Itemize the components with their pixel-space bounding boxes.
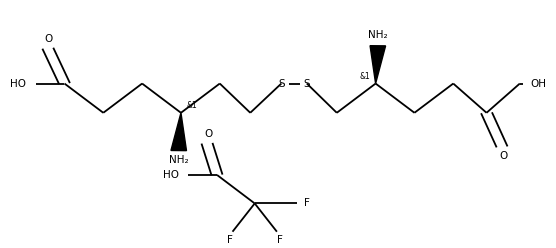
Text: O: O — [499, 151, 507, 161]
Text: F: F — [277, 235, 282, 245]
Polygon shape — [171, 113, 186, 151]
Text: S: S — [278, 79, 285, 89]
Text: OH: OH — [530, 79, 547, 89]
Text: S: S — [304, 79, 310, 89]
Text: NH₂: NH₂ — [169, 155, 188, 165]
Text: &1: &1 — [186, 101, 197, 110]
Text: HO: HO — [163, 170, 179, 180]
Text: HO: HO — [10, 79, 26, 89]
Text: NH₂: NH₂ — [368, 30, 388, 40]
Text: &1: &1 — [359, 72, 370, 81]
Text: F: F — [304, 198, 310, 208]
Polygon shape — [370, 46, 386, 84]
Text: O: O — [45, 34, 53, 44]
Text: F: F — [227, 235, 233, 245]
Text: O: O — [204, 129, 212, 139]
